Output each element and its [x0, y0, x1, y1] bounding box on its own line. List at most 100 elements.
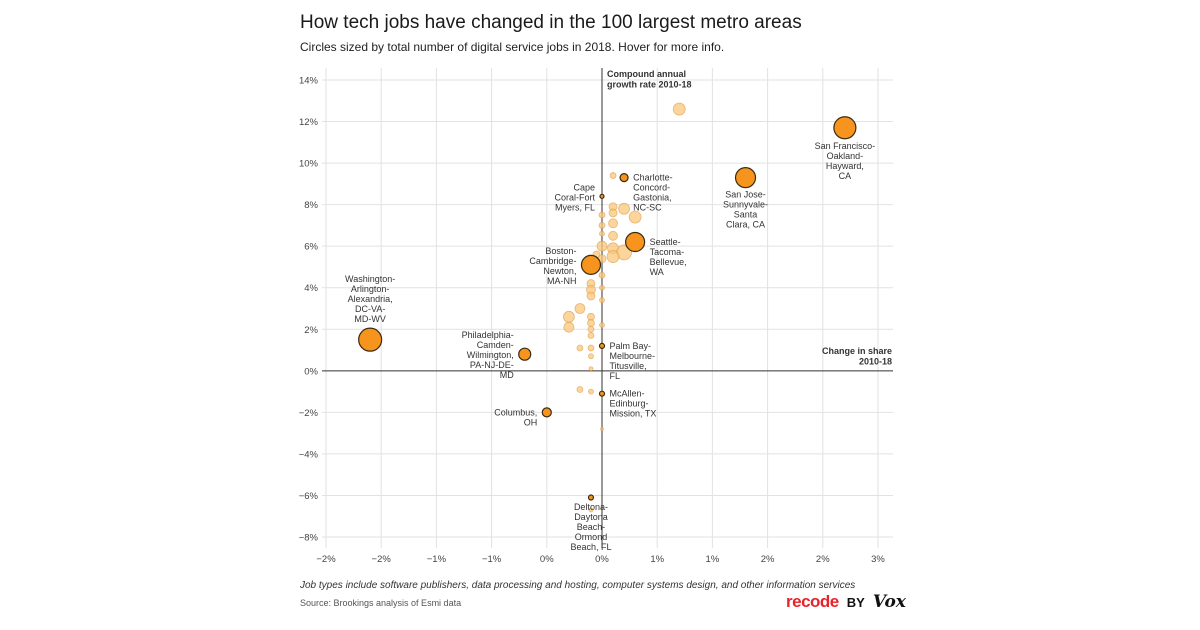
y-tick-label: 2%: [304, 325, 318, 336]
x-tick-label: −2%: [372, 554, 392, 565]
metro-point: [599, 230, 605, 237]
metro-point: [598, 271, 606, 279]
metro-point: [587, 344, 595, 352]
metro-label: Palm Bay-: [610, 341, 652, 351]
metro-label: MD: [500, 370, 514, 380]
metro-point: [598, 211, 606, 219]
metro-label: WA: [650, 267, 664, 277]
metro-label: Alexandria,: [348, 294, 393, 304]
metro-label: Ormond: [575, 532, 608, 542]
metro-point: [587, 319, 595, 327]
y-tick-label: 6%: [304, 242, 318, 253]
grid-layer: [322, 68, 893, 548]
x-tick-label: −2%: [316, 554, 336, 565]
metro-label: McAllen-: [610, 389, 645, 399]
tick-labels: 14% 12% 10% 8% 6% 4% 2% 0% −2% −4% −6% −8% −2% −2% −1%…: [299, 76, 886, 566]
metro-point: [587, 325, 595, 333]
metro-point: [599, 284, 605, 291]
metro-point: [608, 218, 618, 229]
y-tick-label: −4%: [299, 449, 319, 460]
metro-label: Washington-: [345, 274, 395, 284]
metro-label: Concord-: [633, 183, 670, 193]
metro-label: Beach, FL: [570, 542, 611, 552]
y-tick-label: −2%: [299, 408, 319, 419]
metro-label: Mission, TX: [610, 409, 657, 419]
metro-point: [628, 210, 642, 224]
highlighted-metro-point: [580, 254, 602, 275]
metro-label: Camden-: [477, 340, 514, 350]
highlighted-metro-point: [358, 327, 383, 352]
metro-point: [599, 322, 605, 329]
metro-label: San Francisco-: [815, 141, 876, 151]
metro-label: Myers, FL: [555, 202, 595, 212]
vox-logo: Vox: [872, 592, 906, 612]
metro-point: [576, 386, 584, 393]
x-tick-label: 0%: [595, 554, 609, 565]
metro-point: [598, 222, 606, 229]
metro-label: Charlotte-: [633, 173, 673, 183]
metro-point: [588, 353, 594, 360]
metro-label: Bellevue,: [650, 257, 687, 267]
metro-label: Sunnyvale-: [723, 200, 768, 210]
highlighted-metro-point: [599, 193, 605, 199]
point-labels: San Francisco-Oakland-Hayward,CA San Jose…: [345, 141, 875, 552]
x-tick-label: 0%: [540, 554, 554, 565]
metro-label: Beach-: [577, 522, 606, 532]
metro-label: Clara, CA: [726, 220, 765, 230]
footnote: Job types include software publishers, d…: [300, 580, 856, 591]
metro-point: [576, 344, 584, 352]
metro-label: CA: [839, 171, 852, 181]
metro-label: Newton,: [543, 266, 576, 276]
metro-label: MD-WV: [354, 314, 386, 324]
metro-label: San Jose-: [725, 190, 766, 200]
metro-point: [588, 388, 594, 395]
metro-point: [608, 208, 618, 218]
y-axis-title: growth rate 2010-18: [607, 80, 692, 90]
metro-point: [574, 303, 586, 314]
metro-label: Gastonia,: [633, 193, 672, 203]
metro-label: Santa: [734, 210, 758, 220]
chart-title: How tech jobs have changed in the 100 la…: [300, 12, 802, 33]
y-tick-label: 4%: [304, 283, 318, 294]
metro-label: Coral-Fort: [554, 192, 595, 202]
axis-layer: [322, 68, 893, 548]
metro-label: Titusville,: [610, 361, 647, 371]
metro-label: Boston-: [545, 246, 576, 256]
metro-point: [609, 172, 617, 179]
highlighted-metro-point: [598, 390, 606, 397]
metro-label: Wilmington,: [467, 350, 514, 360]
metro-label: Oakland-: [827, 151, 864, 161]
metro-point: [599, 297, 605, 304]
metro-point: [586, 291, 596, 301]
highlighted-metro-point: [518, 347, 532, 361]
scatter-chart: 14% 12% 10% 8% 6% 4% 2% 0% −2% −4% −6% −8% −2% −2% −1%…: [299, 68, 893, 566]
metro-point: [672, 102, 686, 116]
highlighted-metro-point: [734, 167, 757, 189]
recode-logo: recode: [786, 592, 839, 611]
y-tick-label: 0%: [304, 366, 318, 377]
metro-label: Arlington-: [351, 284, 390, 294]
y-tick-label: −6%: [299, 491, 319, 502]
metro-point: [563, 321, 575, 333]
metro-point: [606, 250, 620, 263]
metro-point: [608, 230, 618, 241]
metro-label: Tacoma-: [650, 247, 685, 257]
metro-label: Seattle-: [650, 237, 681, 247]
highlighted-metro-point: [587, 494, 595, 501]
x-tick-label: 3%: [871, 554, 885, 565]
x-tick-label: −1%: [427, 554, 447, 565]
metro-label: Daytona: [574, 512, 608, 522]
metro-label: Cambridge-: [529, 256, 576, 266]
metro-point: [588, 507, 594, 513]
metro-label: DC-VA-: [355, 304, 385, 314]
metro-label: Deltona-: [574, 502, 608, 512]
x-tick-label: 2%: [816, 554, 830, 565]
y-tick-label: 8%: [304, 200, 318, 211]
metro-label: Philadelphia-: [462, 330, 514, 340]
source-note: Source: Brookings analysis of Esmi data: [300, 598, 462, 608]
highlighted-metro-point: [598, 342, 606, 349]
metro-point: [587, 332, 595, 339]
metro-label: PA-NJ-DE-: [470, 360, 514, 370]
highlighted-metro-point: [541, 407, 552, 418]
